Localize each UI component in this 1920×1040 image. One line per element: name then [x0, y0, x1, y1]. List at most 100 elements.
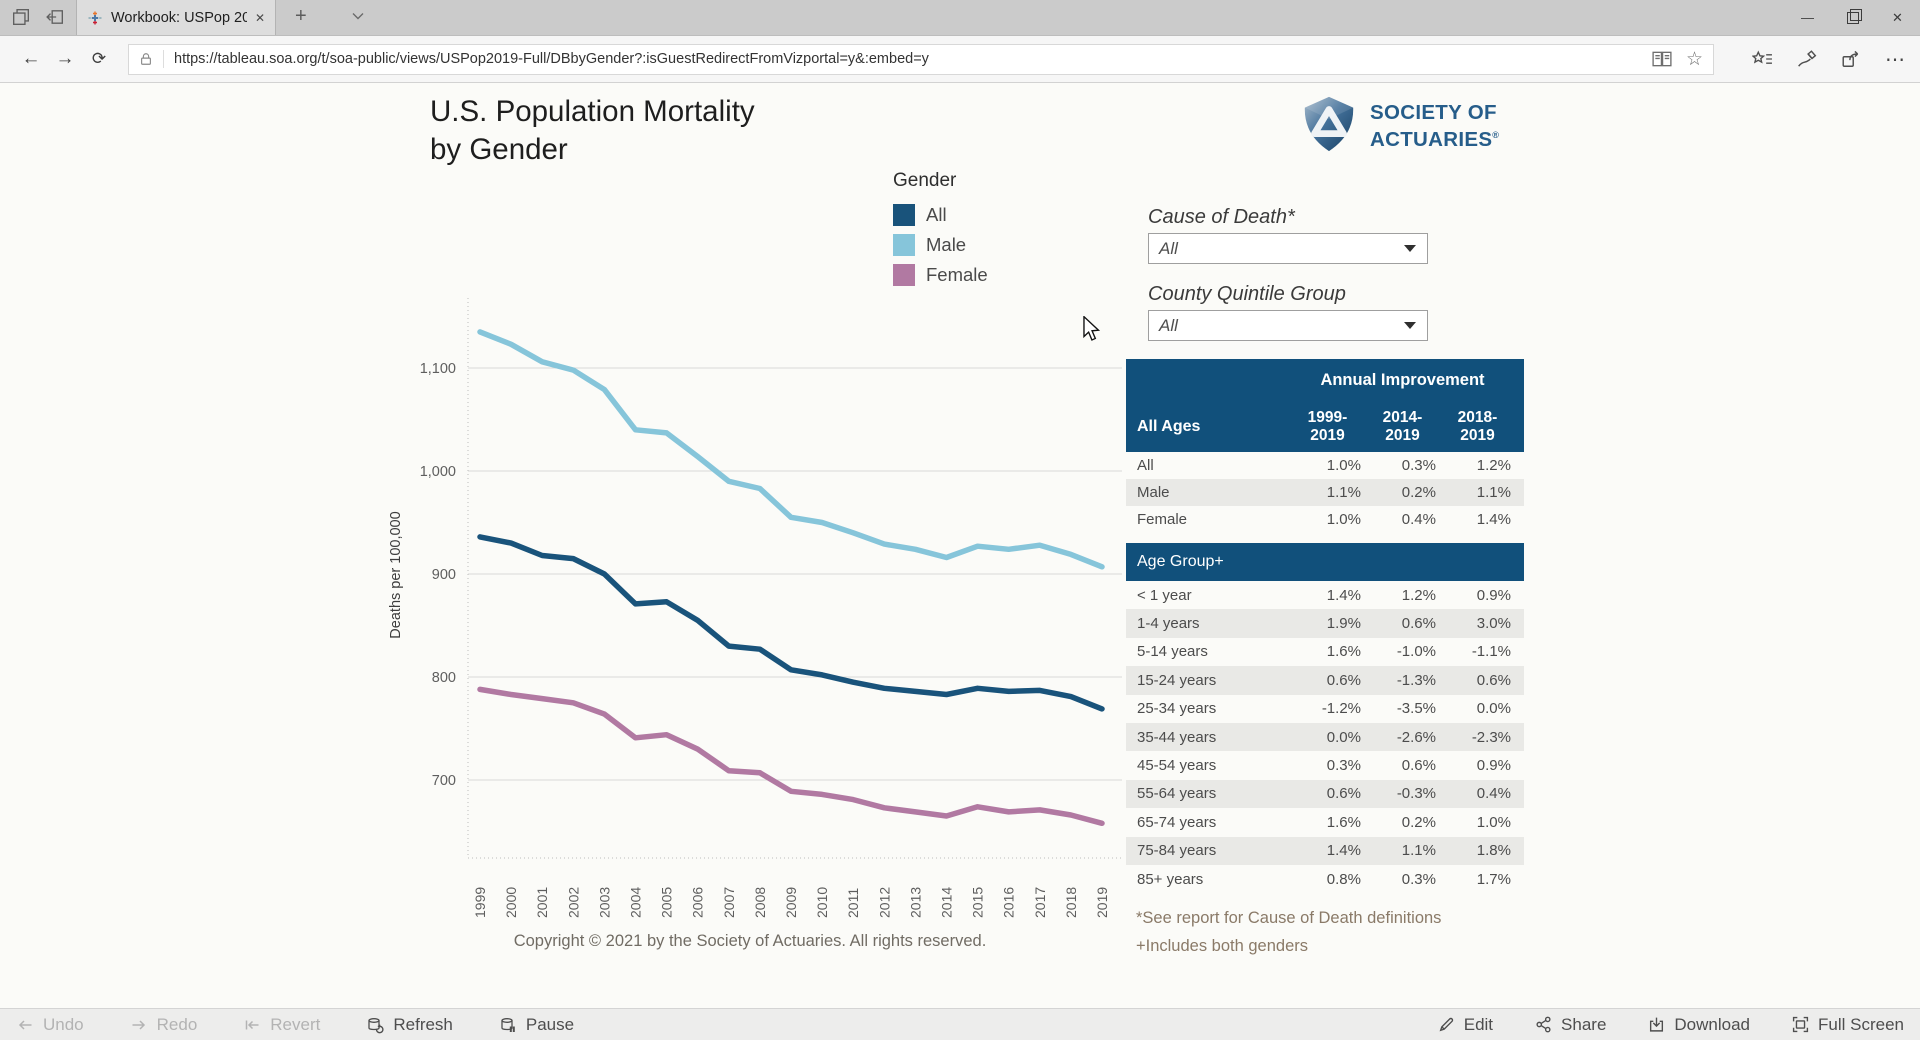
svg-text:2005: 2005 [659, 887, 675, 918]
row-value: -2.6% [1396, 728, 1436, 746]
gender-legend: Gender All Male Female [893, 170, 988, 290]
row-label: 5-14 years [1137, 643, 1208, 661]
table-row[interactable]: 15-24 years 0.6% -1.3% 0.6% [1126, 666, 1524, 695]
more-actions-icon[interactable]: ⋯ [1885, 48, 1906, 71]
browser-tab[interactable]: Workbook: USPop 2019 ✕ [76, 0, 276, 35]
toolbar-button-label: Share [1561, 1014, 1607, 1034]
age-group-header: Age Group+ [1126, 543, 1524, 581]
svg-text:2012: 2012 [876, 887, 892, 918]
forward-icon[interactable]: → [55, 48, 75, 69]
row-value: 1.4% [1476, 511, 1511, 528]
row-value: 0.3% [1401, 457, 1436, 474]
new-tab-button[interactable]: + [295, 5, 307, 27]
row-value: 1.0% [1476, 813, 1511, 831]
web-notes-pen-icon[interactable] [1797, 50, 1817, 68]
table-row[interactable]: 45-54 years 0.3% 0.6% 0.9% [1126, 751, 1524, 779]
legend-item-female[interactable]: Female [893, 260, 988, 290]
table-row[interactable]: 55-64 years 0.6% -0.3% 0.4% [1126, 779, 1524, 809]
url-field[interactable]: https://tableau.soa.org/t/soa-public/vie… [128, 43, 1714, 75]
svg-text:2010: 2010 [814, 887, 830, 918]
dashboard-background [0, 83, 1920, 1008]
share-page-icon[interactable] [1841, 50, 1861, 68]
row-value: 1.1% [1326, 484, 1361, 501]
table-row[interactable]: 5-14 years 1.6% -1.0% -1.1% [1126, 638, 1524, 666]
dashboard-title-line1: U.S. Population Mortality [430, 95, 755, 128]
tab-close-icon[interactable]: ✕ [254, 10, 265, 25]
row-value: 0.9% [1476, 757, 1511, 775]
edit-icon [1438, 1016, 1455, 1033]
hub-favorites-icon[interactable] [1752, 50, 1773, 68]
row-value: 1.4% [1326, 842, 1361, 860]
legend-item-all[interactable]: All [893, 200, 988, 230]
toolbar-button-label: Undo [43, 1014, 84, 1034]
col-header-1999-2019: 1999-2019 [1307, 408, 1348, 444]
window-minimize-icon[interactable]: — [1801, 10, 1814, 25]
tab-list-chevron-icon[interactable] [352, 12, 364, 20]
table-row[interactable]: 35-44 years 0.0% -2.6% -2.3% [1126, 722, 1524, 752]
table-row[interactable]: 25-34 years -1.2% -3.5% 0.0% [1126, 695, 1524, 723]
svg-text:2006: 2006 [690, 887, 706, 918]
revert-button[interactable]: Revert [243, 1015, 320, 1035]
mortality-line-chart[interactable]: 700 800 900 1,000 1,100 1999 2000 2001 2002 2003 2… [380, 290, 1150, 930]
back-icon[interactable]: ← [21, 48, 41, 69]
window-restore-icon[interactable] [1830, 0, 1875, 35]
table-row[interactable]: All 1.0% 0.3% 1.2% [1126, 452, 1524, 479]
toolbar-button-label: Redo [156, 1014, 198, 1034]
padlock-icon[interactable] [139, 51, 153, 67]
row-value: 3.0% [1476, 615, 1511, 633]
table-row[interactable]: 65-74 years 1.6% 0.2% 1.0% [1126, 808, 1524, 836]
row-value: 0.3% [1401, 870, 1436, 888]
row-value: 0.3% [1326, 757, 1361, 775]
reload-icon[interactable]: ⟳ [91, 49, 107, 68]
svg-text:700: 700 [432, 773, 456, 789]
toolbar-button-label: Edit [1463, 1014, 1494, 1034]
window-close-icon[interactable]: ✕ [1892, 9, 1903, 25]
download-icon [1648, 1016, 1665, 1033]
row-label: 55-64 years [1137, 785, 1217, 803]
legend-swatch-icon [893, 264, 915, 286]
row-label: 65-74 years [1137, 813, 1217, 831]
row-value: 0.0% [1476, 700, 1511, 718]
download-button[interactable]: Download [1648, 1015, 1750, 1035]
row-value: -2.3% [1471, 728, 1511, 746]
pause-button[interactable]: Pause [499, 1015, 574, 1035]
table-row[interactable]: 1-4 years 1.9% 0.6% 3.0% [1126, 609, 1524, 638]
undo-button[interactable]: Undo [16, 1015, 84, 1035]
fullscreen-icon [1792, 1016, 1809, 1033]
table-row[interactable]: 75-84 years 1.4% 1.1% 1.8% [1126, 836, 1524, 865]
set-tabs-aside-icon[interactable] [46, 8, 64, 26]
share-button[interactable]: Share [1535, 1015, 1606, 1035]
full-screen-button[interactable]: Full Screen [1792, 1015, 1904, 1035]
row-value: 1.9% [1326, 615, 1361, 633]
legend-swatch-icon [893, 204, 915, 226]
tab-preview-icon[interactable] [12, 8, 30, 26]
row-value: 0.6% [1476, 671, 1511, 689]
add-favorite-star-icon[interactable]: ☆ [1685, 48, 1703, 70]
table-row[interactable]: 85+ years 0.8% 0.3% 1.7% [1126, 865, 1524, 893]
edit-button[interactable]: Edit [1438, 1015, 1493, 1035]
legend-item-male[interactable]: Male [893, 230, 988, 260]
row-value: -1.2% [1321, 700, 1361, 718]
redo-button[interactable]: Redo [130, 1014, 198, 1035]
tableau-favicon [88, 11, 102, 24]
cause-of-death-filter-label: Cause of Death* [1148, 206, 1295, 228]
row-value: 0.0% [1326, 728, 1361, 746]
toolbar-button-label: Download [1674, 1014, 1751, 1034]
table-row[interactable]: Female 1.0% 0.4% 1.4% [1126, 506, 1524, 533]
browser-addressbar: ← → ⟳ https://tableau.soa.org/t/soa-publ… [0, 36, 1920, 83]
row-label: 35-44 years [1137, 728, 1217, 746]
cause-of-death-dropdown[interactable]: All [1148, 233, 1428, 264]
row-value: -1.0% [1396, 643, 1436, 661]
table-row[interactable]: < 1 year 1.4% 1.2% 0.9% [1126, 581, 1524, 609]
row-value: -1.1% [1471, 643, 1511, 661]
svg-text:1,100: 1,100 [420, 361, 456, 377]
refresh-button[interactable]: Refresh [366, 1015, 453, 1035]
row-value: 0.4% [1401, 511, 1436, 528]
url-text[interactable]: https://tableau.soa.org/t/soa-public/vie… [174, 51, 929, 67]
county-quintile-dropdown[interactable]: All [1148, 310, 1428, 341]
reading-view-icon[interactable] [1652, 51, 1672, 67]
table-row[interactable]: Male 1.1% 0.2% 1.1% [1126, 479, 1524, 506]
col-header-2018-2019: 2018-2019 [1457, 408, 1498, 444]
row-value: 0.9% [1476, 586, 1511, 604]
row-value: 0.6% [1401, 757, 1436, 775]
